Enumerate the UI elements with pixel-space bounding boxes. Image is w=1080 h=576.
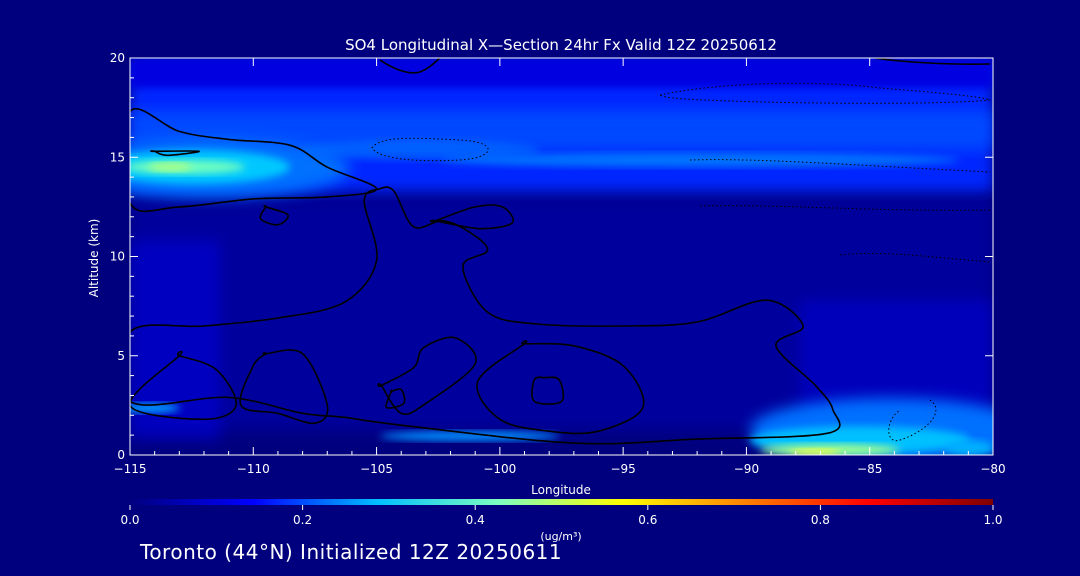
x-axis: −115 −110 −105 −100 −95 −90 −85 −80 xyxy=(114,58,1006,476)
colorbar-ticks: 0.0 0.2 0.4 0.6 0.8 1.0 xyxy=(120,505,1003,527)
contour-line xyxy=(379,58,441,74)
contour-line xyxy=(377,336,477,415)
x-tick-label: −95 xyxy=(610,462,635,476)
x-tick-label: −90 xyxy=(734,462,759,476)
dotted-contour xyxy=(658,82,991,104)
contour-line xyxy=(130,186,841,445)
x-tick-label: −100 xyxy=(483,462,516,476)
y-tick-label: 10 xyxy=(110,250,125,264)
contour-line xyxy=(239,349,329,425)
y-axis: 0 5 10 15 20 xyxy=(110,51,993,462)
contour-line xyxy=(130,350,237,421)
dotted-contour xyxy=(839,252,991,263)
dotted-contour xyxy=(689,159,991,173)
x-tick-label: −110 xyxy=(237,462,270,476)
x-tick-label: −80 xyxy=(980,462,1005,476)
field-surface-east-peak xyxy=(790,449,840,455)
x-tick-label: −105 xyxy=(360,462,393,476)
colorbar-tick-label: 0.8 xyxy=(811,513,830,527)
colorbar-unit-label: (ug/m³) xyxy=(540,530,581,543)
dotted-contour xyxy=(888,399,937,442)
colorbar-gradient xyxy=(130,499,993,505)
colorbar: 0.0 0.2 0.4 0.6 0.8 1.0 (ug/m³) xyxy=(120,499,1003,543)
dotted-contour xyxy=(699,205,991,211)
contour-line xyxy=(259,204,289,226)
colorbar-tick-label: 0.6 xyxy=(638,513,657,527)
field-surface-far-east xyxy=(945,440,993,455)
contour-line xyxy=(874,58,991,65)
field-west-plume-peak xyxy=(148,163,192,171)
y-axis-label: Altitude (km) xyxy=(87,219,101,298)
footer-location-init: Toronto (44°N) Initialized 12Z 20250611 xyxy=(140,540,563,564)
plot-area xyxy=(130,58,993,455)
contour-line xyxy=(385,388,406,409)
x-tick-label: −115 xyxy=(114,462,147,476)
contour-lines xyxy=(130,107,841,445)
x-tick-label: −85 xyxy=(857,462,882,476)
y-tick-label: 15 xyxy=(110,150,125,164)
contour-line xyxy=(476,340,645,435)
chart-title: SO4 Longitudinal X—Section 24hr Fx Valid… xyxy=(345,36,777,54)
contour-line xyxy=(429,204,514,230)
field-upper-streak-west xyxy=(300,140,540,160)
dotted-contour xyxy=(371,137,489,162)
colorbar-tick-label: 0.2 xyxy=(293,513,312,527)
colorbar-tick-label: 1.0 xyxy=(983,513,1002,527)
y-tick-label: 20 xyxy=(110,51,125,65)
field-upper-top xyxy=(130,58,993,88)
contour-line xyxy=(150,150,200,157)
y-tick-label: 0 xyxy=(117,448,125,462)
top-contours xyxy=(379,58,991,74)
x-axis-label: Longitude xyxy=(531,483,591,497)
colorbar-tick-label: 0.0 xyxy=(120,513,139,527)
y-tick-label: 5 xyxy=(117,349,125,363)
contour-line xyxy=(531,376,565,405)
dotted-contours xyxy=(371,82,991,442)
colorbar-tick-label: 0.4 xyxy=(466,513,485,527)
